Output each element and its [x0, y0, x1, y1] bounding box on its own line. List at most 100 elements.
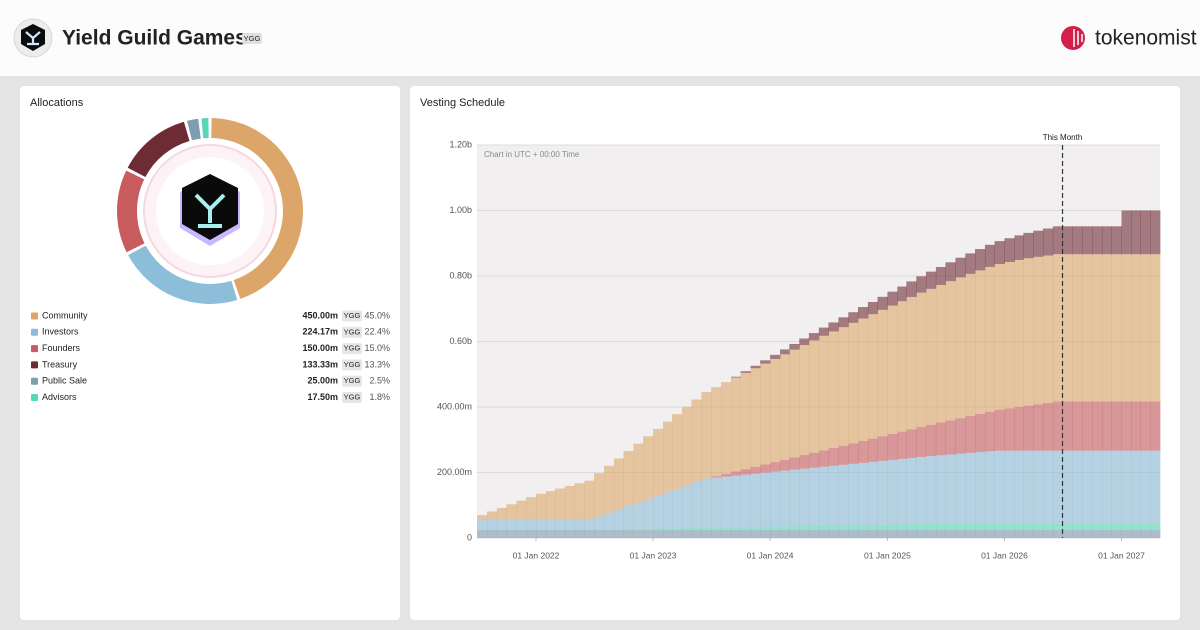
area-step — [965, 452, 976, 525]
area-step — [1052, 226, 1063, 255]
area-step — [906, 457, 917, 525]
area-step — [1062, 254, 1073, 402]
area-step — [1150, 401, 1161, 451]
area-step — [506, 519, 517, 530]
area-step — [867, 314, 878, 439]
area-step — [496, 529, 507, 538]
area-step — [740, 474, 751, 528]
area-step — [887, 433, 898, 460]
area-step — [799, 468, 810, 527]
area-step — [877, 309, 888, 437]
area-step — [564, 485, 575, 520]
area-step — [780, 526, 790, 530]
area-step — [1014, 235, 1024, 260]
area-step — [867, 461, 878, 525]
area-step — [916, 529, 927, 538]
area-step — [818, 335, 829, 451]
area-step — [701, 392, 712, 479]
area-step — [808, 467, 820, 526]
area-step — [603, 529, 615, 538]
area-step — [653, 529, 664, 538]
area-step — [1052, 450, 1063, 525]
area-step — [554, 488, 566, 520]
area-step — [935, 422, 946, 456]
area-step — [681, 406, 692, 486]
legend-label: Public Sale — [42, 376, 87, 386]
area-step — [906, 529, 917, 538]
ticker-chip — [342, 310, 362, 322]
area-step — [965, 416, 976, 453]
area-step — [740, 469, 751, 475]
area-step — [770, 526, 781, 530]
area-step — [594, 516, 605, 530]
area-step — [867, 301, 878, 315]
ticker: YGG — [244, 34, 261, 43]
area-step — [818, 525, 829, 530]
area-step — [1052, 524, 1063, 530]
area-step — [818, 327, 829, 336]
area-step — [691, 399, 702, 482]
legend-share: 1.8% — [369, 392, 390, 402]
area-step — [691, 527, 702, 530]
area-step — [945, 281, 956, 421]
area-step — [691, 529, 702, 538]
donut-segment — [201, 118, 209, 139]
area-step — [554, 529, 566, 538]
area-step — [1140, 401, 1151, 451]
area-step — [721, 473, 732, 477]
area-step — [1062, 401, 1073, 451]
area-step — [955, 277, 966, 419]
legend-amount: 17.50m — [307, 392, 338, 402]
area-step — [526, 529, 537, 538]
area-step — [603, 512, 615, 530]
area-step — [770, 462, 781, 472]
legend-ticker: YGG — [344, 327, 361, 336]
area-step — [623, 529, 634, 538]
area-step — [1150, 254, 1161, 402]
area-step — [1014, 259, 1024, 408]
area-step — [1033, 450, 1044, 525]
area-step — [780, 349, 790, 355]
area-step — [877, 436, 888, 461]
area-step — [808, 452, 820, 468]
area-step — [496, 507, 507, 520]
donut-segment — [211, 118, 304, 299]
area-step — [760, 360, 771, 364]
area-step — [594, 473, 605, 517]
area-step — [789, 343, 800, 350]
donut-center-logo — [143, 144, 277, 278]
area-step — [897, 301, 907, 432]
area-step — [799, 526, 810, 530]
donut-segment — [187, 118, 201, 141]
area-step — [730, 376, 741, 378]
area-step — [711, 529, 722, 538]
area-step — [1004, 529, 1015, 538]
area-step — [808, 333, 820, 341]
area-step — [760, 464, 771, 473]
legend-swatch — [31, 312, 38, 320]
area-step — [925, 529, 937, 538]
area-step — [906, 524, 917, 530]
area-step — [1111, 524, 1122, 530]
area-step — [877, 524, 888, 530]
legend-share: 2.5% — [369, 376, 390, 386]
area-step — [1042, 450, 1054, 525]
area-step — [887, 529, 898, 538]
area-step — [701, 529, 712, 538]
brand-logo — [1061, 26, 1085, 50]
area-step — [486, 519, 498, 530]
area-step — [867, 524, 878, 530]
area-step — [516, 500, 527, 520]
legend-label: Advisors — [42, 392, 77, 402]
area-step — [486, 511, 498, 520]
area-step — [711, 477, 722, 528]
area-step — [545, 491, 556, 520]
ticker-chip — [242, 33, 262, 44]
area-step — [662, 528, 673, 530]
area-step — [1062, 450, 1073, 525]
area-step — [994, 409, 1005, 451]
area-step — [974, 249, 986, 271]
area-step — [770, 471, 781, 527]
area-step — [828, 465, 839, 526]
area-step — [1111, 529, 1122, 538]
